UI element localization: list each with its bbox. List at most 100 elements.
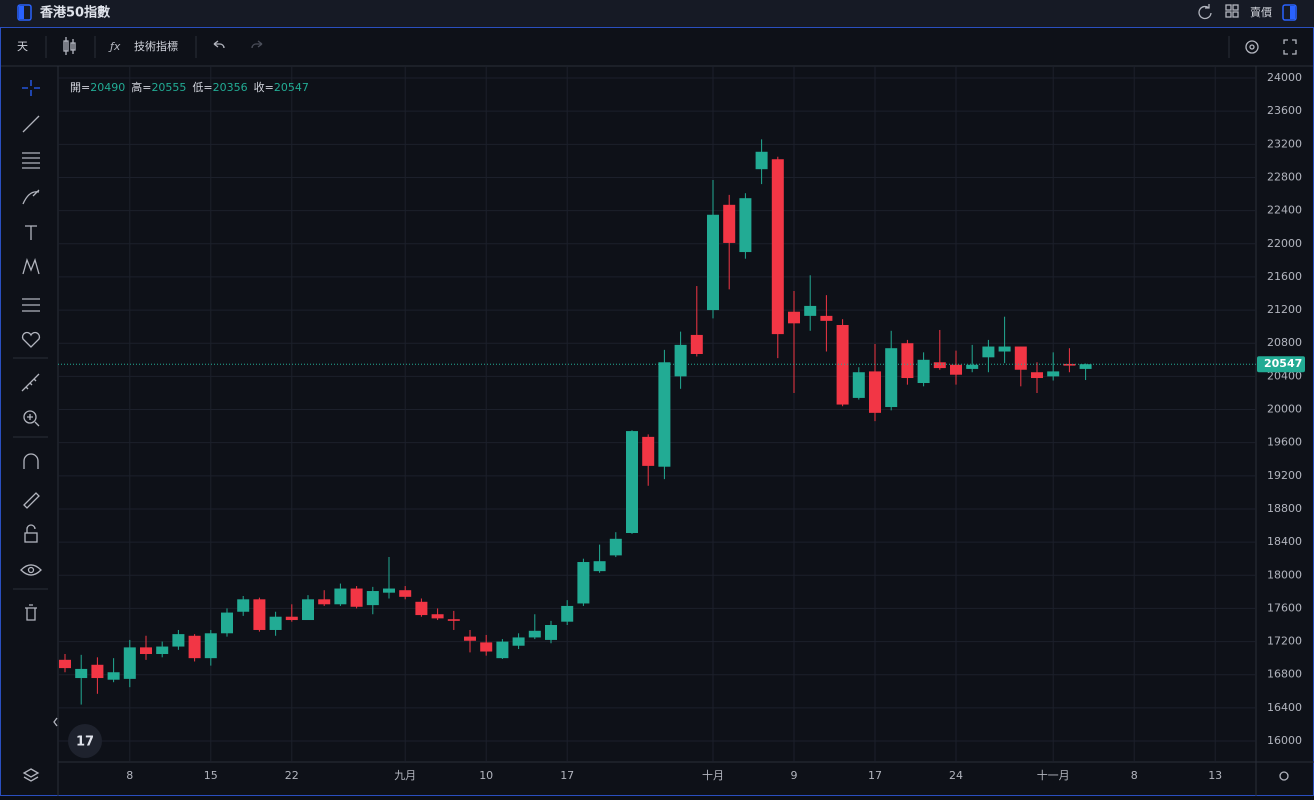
candle-body: [464, 636, 476, 641]
pattern-tool[interactable]: [22, 257, 40, 275]
zoom-tool[interactable]: [23, 410, 37, 424]
y-tick-label: 16000: [1267, 734, 1302, 747]
brush-tool[interactable]: [22, 189, 40, 205]
candle-body: [836, 324, 849, 405]
y-tick-label: 20400: [1267, 369, 1302, 382]
crosshair-tool[interactable]: [22, 80, 40, 96]
y-tick-label: 23600: [1267, 104, 1302, 117]
fib-tool[interactable]: [22, 152, 40, 169]
y-tick-label: 22800: [1267, 170, 1302, 183]
axis-settings-icon[interactable]: [1279, 771, 1289, 781]
x-tick-label: 8: [1131, 769, 1138, 782]
candle-body: [75, 668, 88, 679]
candle-body: [107, 672, 120, 680]
candle-body: [269, 616, 282, 630]
x-tick-label: 9: [791, 769, 798, 782]
candle-body: [998, 346, 1011, 352]
visibility-tool[interactable]: [20, 564, 42, 576]
legend-label: 收=: [254, 80, 274, 94]
chart-type-icon[interactable]: [63, 37, 76, 55]
lock-drawing-tool[interactable]: [23, 492, 40, 509]
candle-body: [415, 601, 428, 616]
measure-tool[interactable]: [21, 373, 40, 392]
layers-icon[interactable]: [22, 768, 40, 782]
candle-body: [366, 591, 379, 606]
x-tick-label: 15: [204, 769, 218, 782]
prediction-tool[interactable]: [22, 298, 40, 312]
candle-body: [431, 614, 444, 619]
text-tool[interactable]: [25, 225, 37, 240]
magnet-tool[interactable]: [23, 453, 39, 469]
candle-body: [302, 599, 314, 621]
delete-tool[interactable]: [25, 604, 37, 621]
collapse-toolbar[interactable]: [53, 717, 58, 727]
candle-body: [1063, 363, 1076, 366]
candle-body: [804, 305, 817, 316]
candle-body: [869, 371, 881, 413]
x-tick-label: 九月: [394, 769, 416, 782]
tv-logo-bg[interactable]: [68, 724, 102, 758]
refresh-icon[interactable]: [1198, 4, 1212, 20]
x-tick-label: 24: [949, 769, 963, 782]
redo-icon[interactable]: [251, 40, 263, 49]
candle-body: [723, 204, 736, 243]
candle-body: [204, 633, 217, 659]
y-tick-label: 16800: [1267, 668, 1302, 681]
candle-body: [626, 431, 638, 534]
candle-body: [642, 436, 655, 466]
candle-body: [933, 362, 946, 369]
y-tick-label: 23200: [1267, 137, 1302, 150]
grid-icon[interactable]: [1225, 4, 1239, 18]
candle-body: [885, 348, 898, 408]
candle-body: [188, 635, 201, 659]
layout-icon[interactable]: [17, 4, 32, 21]
chart-pane: 16000 16400 16800 17200 17600 18000 18400 18800…: [58, 66, 1305, 782]
favorites-tool[interactable]: [21, 331, 41, 348]
settings-icon[interactable]: [1245, 40, 1259, 54]
candle-body: [156, 646, 169, 655]
candle-body: [91, 664, 104, 679]
candle-body: [447, 619, 460, 621]
candle-body: [123, 647, 136, 679]
candle-body: [788, 311, 800, 324]
y-tick-label: 20800: [1267, 336, 1302, 349]
line-tool[interactable]: [22, 115, 40, 133]
candle-body: [950, 364, 962, 375]
fx-icon[interactable]: ƒx: [108, 40, 121, 53]
x-tick-label: 8: [126, 769, 133, 782]
candle-body: [1047, 371, 1060, 377]
candle-body: [1031, 372, 1043, 379]
settings-icon-core: [1249, 44, 1255, 50]
y-tick-label: 17600: [1267, 601, 1302, 614]
indicators-button[interactable]: 技術指標: [134, 39, 178, 53]
x-tick-label: 十一月: [1037, 768, 1070, 782]
y-tick-label: 17200: [1267, 635, 1302, 648]
candle-body: [561, 605, 574, 622]
candle-body: [545, 625, 557, 640]
candle-body: [399, 590, 412, 597]
undo-icon[interactable]: [213, 40, 225, 49]
y-tick-label: 24000: [1267, 71, 1302, 84]
x-tick-label: 22: [285, 769, 299, 782]
candle-body: [674, 344, 687, 377]
candle-body: [285, 616, 298, 621]
last-price-tag: [1257, 356, 1305, 373]
fullscreen-icon[interactable]: [1283, 39, 1297, 55]
candle-body: [707, 214, 719, 311]
y-tick-label: 18000: [1267, 568, 1302, 581]
y-tick-label: 22000: [1267, 237, 1302, 250]
symbol-title[interactable]: 香港50指數: [39, 5, 110, 21]
price-type[interactable]: 賣價: [1250, 5, 1272, 19]
y-tick-label: 19200: [1267, 469, 1302, 482]
panel-icon[interactable]: [1282, 4, 1297, 21]
candle-body: [237, 599, 250, 612]
candle-body: [1079, 364, 1092, 369]
candle-body: [59, 659, 71, 669]
candle-body: [917, 359, 930, 384]
lock-tool[interactable]: [24, 532, 38, 543]
candle-body: [658, 362, 671, 467]
candle-body: [852, 372, 865, 398]
candle-body: [480, 642, 493, 652]
interval-button[interactable]: 天: [17, 40, 28, 53]
candle-body: [496, 641, 509, 659]
